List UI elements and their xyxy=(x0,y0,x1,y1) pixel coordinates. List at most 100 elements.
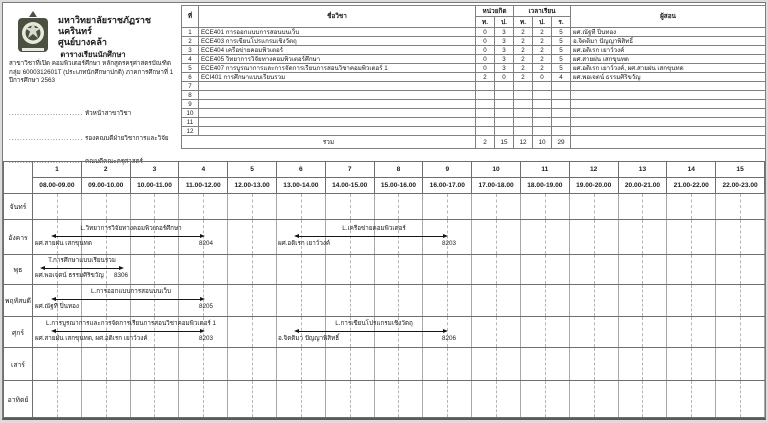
time-slot-cell xyxy=(422,284,473,317)
course-total-row: รวม 2 15 12 10 29 xyxy=(181,135,766,149)
time-slot-cell xyxy=(80,380,131,418)
course-name xyxy=(198,126,476,136)
course-instructor xyxy=(570,117,766,127)
day-row: อาทิตย์ xyxy=(3,380,765,418)
time-slot-cell xyxy=(129,254,180,285)
time-slot-cell xyxy=(80,254,131,285)
time-slot-cell xyxy=(129,284,180,317)
course-value: 5 xyxy=(551,27,571,37)
day-row: พฤหัสบดี xyxy=(3,284,765,317)
time-slot-cell xyxy=(422,193,473,220)
course-table-subheader-row: ท. ป. ท. ป. ร. xyxy=(182,16,766,28)
course-row: 1 ECE401 การออกแบบการสอนบนเว็บ 0 3 2 2 5 ผศ.ณัฐ… xyxy=(181,27,766,37)
time-slot-cell xyxy=(32,193,82,220)
day-label: ศุกร์ xyxy=(3,316,33,348)
total-instructor-cell xyxy=(570,135,766,149)
period-number: 10 xyxy=(471,161,521,178)
time-slot-cell xyxy=(519,254,570,285)
course-value: 0 xyxy=(475,45,495,55)
course-value: 2 xyxy=(513,36,533,46)
time-slot-cell xyxy=(80,284,131,317)
document-title: ตารางเรียนนักศึกษา xyxy=(60,50,126,59)
time-slot-cell xyxy=(617,316,668,348)
time-slot-cell xyxy=(568,347,619,381)
course-row-no: 2 xyxy=(181,36,199,46)
course-row-no: 10 xyxy=(181,108,199,118)
time-slot-cell xyxy=(324,254,375,285)
time-slot-cell xyxy=(471,316,521,348)
time-slot-cell xyxy=(275,380,326,418)
course-value xyxy=(475,117,495,127)
time-slot-cell xyxy=(715,284,765,317)
period-time: 16.00-17.00 xyxy=(422,177,473,194)
period-time: 17.00-18.00 xyxy=(471,177,521,194)
time-slot-cell xyxy=(275,284,326,317)
total-value: 2 xyxy=(475,135,495,149)
course-row: 12 xyxy=(181,126,766,136)
course-instructor xyxy=(570,108,766,118)
course-value: 2 xyxy=(475,72,495,82)
time-slot-cell xyxy=(422,219,473,255)
day-label: จันทร์ xyxy=(3,193,33,220)
time-slot-cell xyxy=(324,219,375,255)
course-value xyxy=(532,117,552,127)
time-slot-cell xyxy=(715,193,765,220)
course-value xyxy=(475,108,495,118)
course-row: 11 xyxy=(181,117,766,127)
course-value xyxy=(494,126,514,136)
day-label: อาทิตย์ xyxy=(3,380,33,418)
course-name xyxy=(198,117,476,127)
day-label: อังคาร xyxy=(3,219,33,255)
time-slot-cell xyxy=(617,254,668,285)
time-slot-cell xyxy=(373,284,424,317)
time-slot-cell xyxy=(617,284,668,317)
time-slot-cell xyxy=(129,316,180,348)
course-row-no: 3 xyxy=(181,45,199,55)
course-value xyxy=(532,81,552,91)
course-row: 9 xyxy=(181,99,766,109)
time-slot-cell xyxy=(80,316,131,348)
period-number: 4 xyxy=(178,161,229,178)
col-subheader: ป. xyxy=(532,16,552,28)
course-row: 2 ECE403 การเขียนโปรแกรมเชิงวัตถุ 0 3 2 2 5 อ.จ… xyxy=(181,36,766,46)
course-name: ECE407 การบูรณาการและการจัดการเรียนการสอ… xyxy=(198,63,476,73)
weekly-timetable: 1 2 3 4 5 6 7 8 9 10 11 12 13 14 15 08.00-09.00 09.00-1… xyxy=(3,161,765,419)
col-subheader: ร. xyxy=(551,16,571,28)
total-value: 10 xyxy=(532,135,552,149)
course-instructor: ผศ.ณัฐที ปิ่นทอง xyxy=(570,27,766,37)
signature-line-vice-dean: ........................... รองคณบดีฝ่าย… xyxy=(9,133,169,143)
time-slot-cell xyxy=(178,347,229,381)
course-row-no: 7 xyxy=(181,81,199,91)
course-name: ECE404 เครือข่ายคอมพิวเตอร์ xyxy=(198,45,476,55)
time-slot-cell xyxy=(227,193,277,220)
time-slot-cell xyxy=(324,193,375,220)
course-value xyxy=(551,126,571,136)
time-slot-cell xyxy=(373,193,424,220)
time-slot-cell xyxy=(568,254,619,285)
time-slot-cell xyxy=(32,219,82,255)
course-name xyxy=(198,90,476,100)
time-slot-cell xyxy=(373,254,424,285)
total-label: รวม xyxy=(181,135,476,149)
time-slot-cell xyxy=(32,380,82,418)
course-row: 3 ECE404 เครือข่ายคอมพิวเตอร์ 0 3 2 2 5 ผศ.อดิเ… xyxy=(181,45,766,55)
time-slot-cell xyxy=(178,316,229,348)
course-value xyxy=(494,81,514,91)
course-row: 10 xyxy=(181,108,766,118)
time-slot-cell xyxy=(324,316,375,348)
course-value: 2 xyxy=(532,27,552,37)
time-slot-cell xyxy=(227,316,277,348)
time-slot-cell xyxy=(715,316,765,348)
time-slot-cell xyxy=(666,316,717,348)
course-value: 0 xyxy=(475,36,495,46)
time-slot-cell xyxy=(80,347,131,381)
period-time: 08.00-09.00 xyxy=(32,177,82,194)
course-value: 2 xyxy=(513,54,533,64)
period-number: 3 xyxy=(129,161,180,178)
time-slot-cell xyxy=(178,380,229,418)
period-number: 7 xyxy=(324,161,375,178)
course-value xyxy=(532,126,552,136)
course-instructor: ผศ.อดิเรก เยาว์วงค์ xyxy=(570,45,766,55)
time-slot-cell xyxy=(32,254,82,285)
day-label: เสาร์ xyxy=(3,347,33,381)
